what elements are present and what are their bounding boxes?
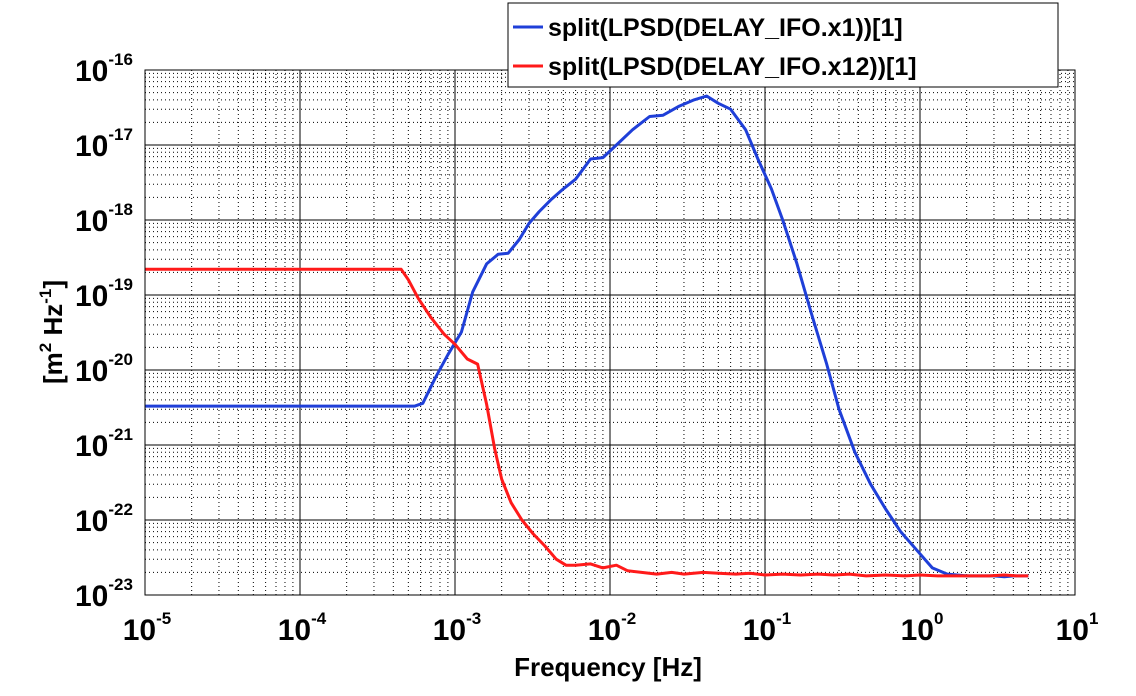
x-tick-label: 10-1: [743, 609, 792, 647]
legend-box: [507, 2, 1059, 88]
x-tick-label: 10-5: [123, 609, 172, 647]
y-axis-label-sup1: 2: [36, 343, 55, 352]
series-line-1: [145, 94, 1029, 579]
x-axis-label: Frequency [Hz]: [514, 652, 702, 682]
y-tick-label: 10-22: [75, 500, 133, 538]
y-tick-label: 10-16: [75, 50, 133, 88]
y-tick-label: 10-20: [75, 350, 133, 388]
y-axis-label: [m2 Hz-1]: [36, 280, 68, 384]
x-tick-label: 10-3: [433, 609, 482, 647]
x-tick-label: 10-4: [278, 609, 327, 647]
x-tick-label: 101: [1056, 609, 1099, 647]
legend-label-series-1: split(LPSD(DELAY_IFO.x1))[1]: [548, 14, 903, 42]
y-tick-label: 10-19: [75, 275, 133, 313]
y-tick-label: 10-17: [75, 125, 133, 163]
x-tick-label: 10-2: [588, 609, 637, 647]
legend-label-series-2: split(LPSD(DELAY_IFO.x12))[1]: [548, 53, 917, 81]
y-tick-labels: 10-16 10-17 10-18 10-19 10-20 10-21 10-22 10-23: [75, 50, 133, 613]
series-layer: [145, 94, 1029, 579]
y-tick-label: 10-23: [75, 575, 133, 613]
x-tick-label: 100: [901, 609, 944, 647]
x-tick-labels: 10-5 10-4 10-3 10-2 10-1 100 101: [123, 609, 1099, 647]
y-tick-label: 10-21: [75, 425, 133, 463]
y-axis-label-sup2: -1: [36, 289, 55, 304]
legend: split(LPSD(DELAY_IFO.x1))[1] split(LPSD(…: [507, 2, 1059, 88]
y-tick-label: 10-18: [75, 200, 133, 238]
series-line-2: [145, 267, 1029, 578]
